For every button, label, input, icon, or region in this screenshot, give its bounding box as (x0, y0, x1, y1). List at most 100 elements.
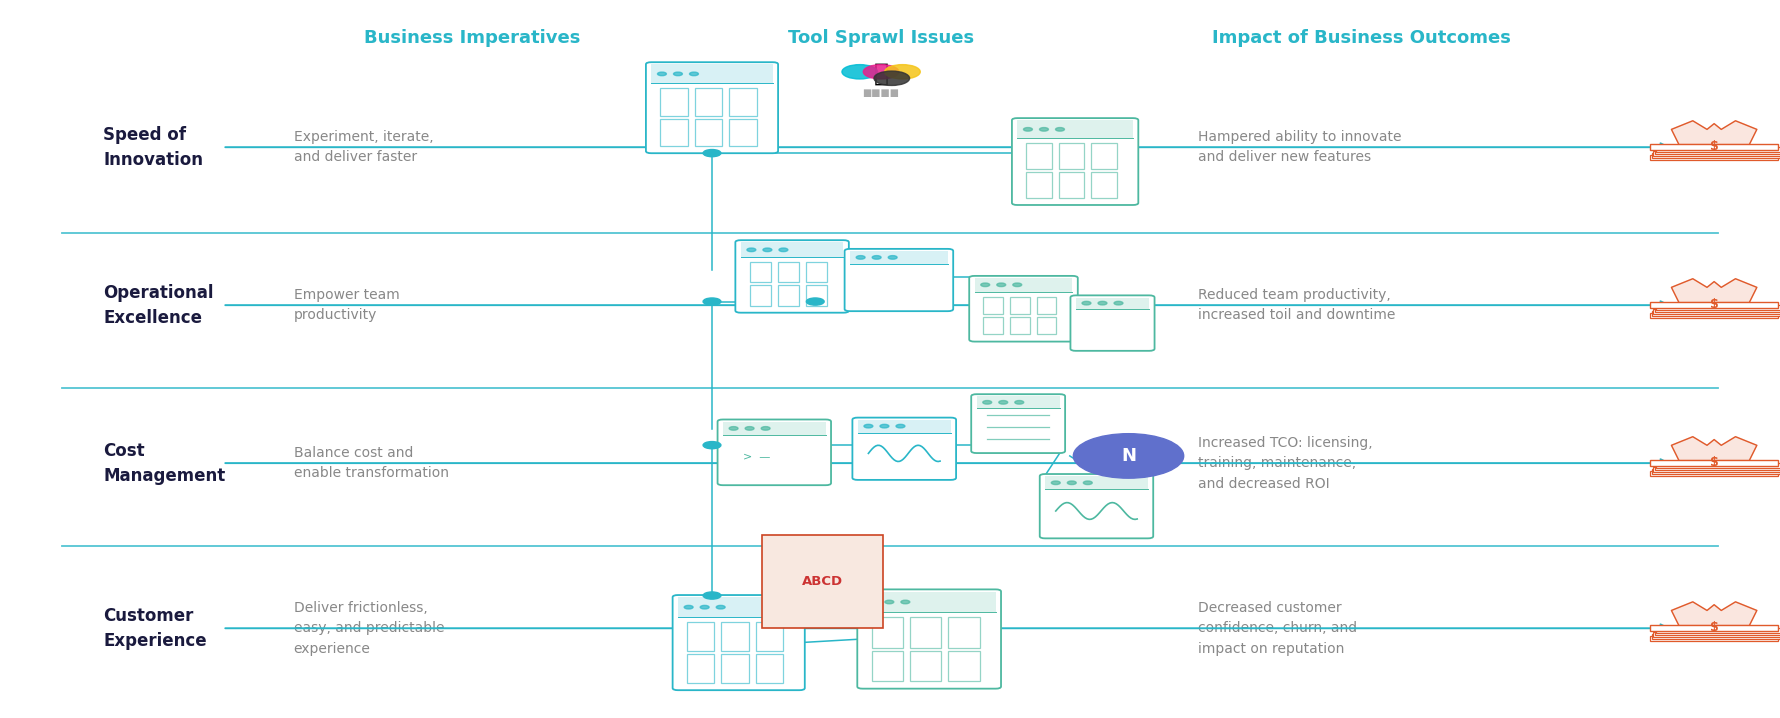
Circle shape (869, 600, 878, 604)
Circle shape (842, 65, 878, 79)
Bar (1654, 632, 1780, 637)
Circle shape (863, 424, 872, 428)
Circle shape (1082, 302, 1091, 305)
Text: Business Imperatives: Business Imperatives (363, 29, 580, 47)
Bar (1650, 471, 1778, 476)
Text: Customer
Experience: Customer Experience (103, 607, 206, 650)
Bar (1075, 297, 1150, 309)
Circle shape (872, 256, 881, 259)
Bar (1655, 307, 1780, 312)
Bar (1650, 636, 1778, 641)
Circle shape (748, 248, 756, 251)
FancyBboxPatch shape (646, 62, 778, 153)
Text: Cost
Management: Cost Management (103, 442, 226, 485)
Bar (1652, 311, 1780, 316)
Bar (863, 592, 995, 612)
Circle shape (999, 401, 1007, 404)
FancyBboxPatch shape (1070, 295, 1155, 351)
Bar (1650, 313, 1778, 318)
Text: $: $ (1711, 457, 1718, 470)
Bar (1018, 120, 1134, 139)
Bar (1011, 297, 1029, 314)
Bar (678, 597, 799, 617)
Text: Hampered ability to innovate
and deliver new features: Hampered ability to innovate and deliver… (1198, 130, 1401, 164)
Text: Decreased customer
confidence, churn, and
impact on reputation: Decreased customer confidence, churn, an… (1198, 601, 1356, 656)
Circle shape (1023, 128, 1032, 131)
Text: $: $ (1711, 622, 1718, 635)
Bar (983, 297, 1004, 314)
Circle shape (703, 592, 721, 599)
FancyBboxPatch shape (846, 249, 954, 311)
Bar (723, 421, 826, 435)
Bar (872, 651, 902, 681)
Bar (1027, 172, 1052, 197)
Text: Tool Sprawl Issues: Tool Sprawl Issues (789, 29, 974, 47)
Circle shape (885, 65, 920, 79)
Bar (851, 251, 947, 264)
Text: 🖨: 🖨 (874, 62, 888, 86)
Circle shape (1098, 302, 1107, 305)
Circle shape (764, 248, 773, 251)
Circle shape (983, 401, 991, 404)
Bar (1650, 302, 1778, 308)
Circle shape (981, 283, 990, 286)
Circle shape (703, 149, 721, 157)
FancyBboxPatch shape (1013, 118, 1139, 205)
Bar (740, 243, 844, 257)
Bar (756, 623, 783, 651)
Text: Impact of Business Outcomes: Impact of Business Outcomes (1212, 29, 1511, 47)
Bar (694, 118, 723, 146)
Circle shape (1084, 481, 1093, 485)
Circle shape (746, 426, 755, 430)
Circle shape (1013, 283, 1022, 286)
Circle shape (1015, 401, 1023, 404)
Bar (949, 617, 979, 648)
Circle shape (700, 605, 708, 609)
Bar (858, 420, 951, 432)
Bar (1654, 309, 1780, 314)
Bar (756, 654, 783, 683)
Bar (910, 651, 942, 681)
Bar (1059, 172, 1084, 197)
Bar (1654, 151, 1780, 156)
Circle shape (856, 256, 865, 259)
Circle shape (1040, 128, 1048, 131)
Bar (694, 88, 723, 116)
Bar (1655, 147, 1780, 152)
Bar (806, 285, 828, 306)
Bar (730, 88, 756, 116)
FancyBboxPatch shape (1040, 474, 1153, 538)
Circle shape (1114, 302, 1123, 305)
Bar (660, 88, 687, 116)
Circle shape (888, 256, 897, 259)
Text: Balance cost and
enable transformation: Balance cost and enable transformation (294, 446, 449, 480)
Text: $: $ (1711, 299, 1718, 312)
Bar (1655, 149, 1780, 154)
Bar (1045, 476, 1148, 490)
Text: Empower team
productivity: Empower team productivity (294, 288, 399, 322)
Text: Experiment, iterate,
and deliver faster: Experiment, iterate, and deliver faster (294, 130, 433, 164)
Circle shape (716, 605, 724, 609)
Circle shape (895, 424, 904, 428)
Bar (721, 623, 749, 651)
Bar (721, 654, 749, 683)
Bar (660, 118, 687, 146)
Text: $: $ (1711, 141, 1718, 154)
Bar (1655, 628, 1780, 633)
Bar (749, 262, 771, 282)
Bar (749, 285, 771, 306)
Bar (1650, 144, 1778, 150)
Bar (977, 396, 1059, 409)
Text: ABCD: ABCD (801, 575, 844, 588)
Circle shape (1052, 481, 1061, 485)
Circle shape (874, 71, 910, 85)
FancyBboxPatch shape (673, 595, 805, 690)
Text: ■■■■: ■■■■ (863, 88, 899, 98)
Circle shape (684, 605, 692, 609)
Bar (687, 654, 714, 683)
Bar (983, 317, 1004, 335)
Bar (1654, 467, 1780, 472)
Bar (1655, 305, 1780, 310)
Bar (872, 617, 902, 648)
Circle shape (1056, 128, 1064, 131)
